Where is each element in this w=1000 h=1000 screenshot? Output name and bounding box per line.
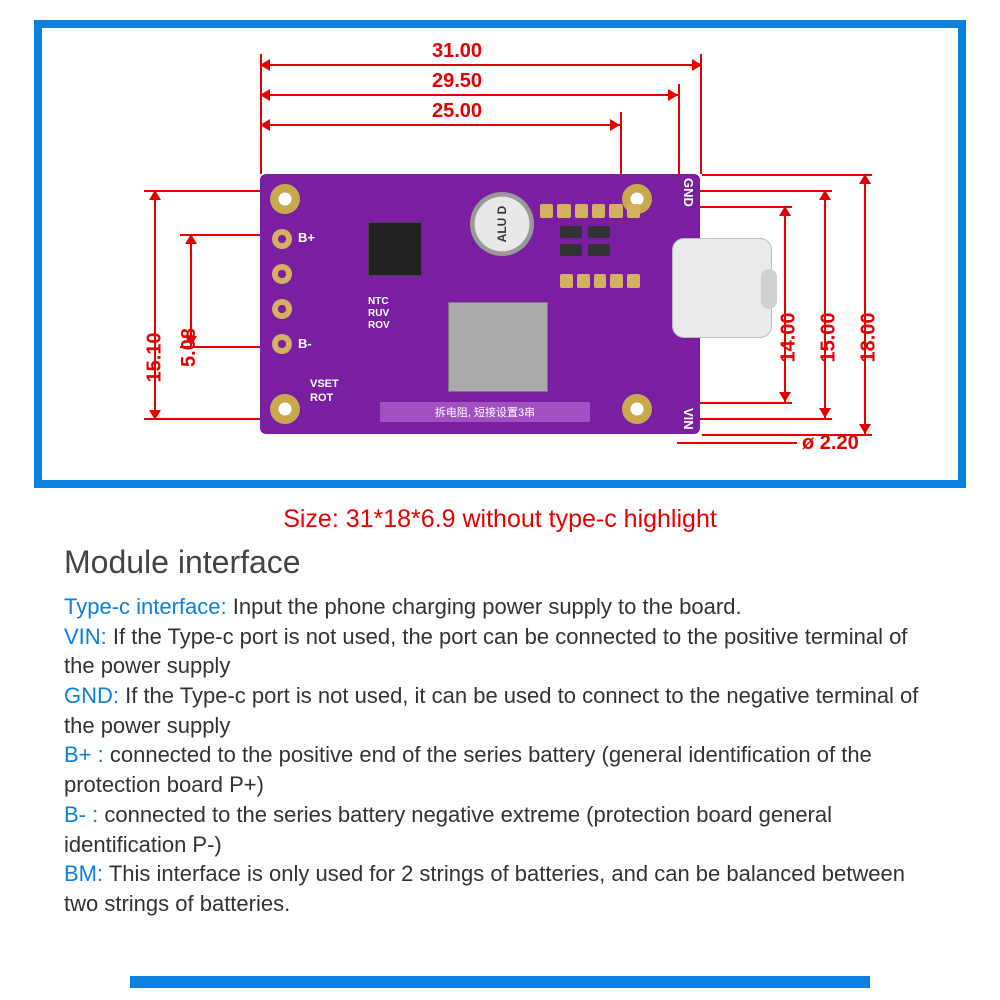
- smd-component: [560, 244, 582, 256]
- interface-desc: This interface is only used for 2 string…: [64, 861, 905, 916]
- hole-leader: [677, 442, 797, 444]
- inductor: [448, 302, 548, 392]
- interface-desc: connected to the positive end of the ser…: [64, 742, 872, 797]
- interface-entry: VIN: If the Type-c port is not used, the…: [64, 622, 944, 681]
- capacitor: ALU D: [470, 192, 534, 256]
- interface-term: VIN:: [64, 624, 107, 649]
- interface-term: B- :: [64, 802, 98, 827]
- dim-height-left-inner: 5.08: [178, 328, 201, 367]
- dim-line-width-outer: [260, 64, 702, 66]
- diagram-frame: 31.00 29.50 25.00 15.10 5.08 1: [34, 20, 966, 488]
- interface-entry: BM: This interface is only used for 2 st…: [64, 859, 944, 918]
- dim-width-outer: 31.00: [432, 40, 482, 63]
- dim-line-h-right-inner: [784, 206, 786, 402]
- dim-hole-dia: ø 2.20: [802, 432, 859, 455]
- ext-line: [620, 112, 622, 176]
- ic-chip: [368, 222, 422, 276]
- interface-desc: If the Type-c port is not used, the port…: [64, 624, 907, 679]
- ext-line: [682, 190, 832, 192]
- solder-pad: [272, 229, 292, 249]
- interface-entry: GND: If the Type-c port is not used, it …: [64, 681, 944, 740]
- solder-pad: [272, 334, 292, 354]
- pcb-label-bminus: B-: [298, 336, 312, 351]
- dim-width-mid: 29.50: [432, 70, 482, 93]
- interface-entry: B+ : connected to the positive end of th…: [64, 740, 944, 799]
- smd-pads: [560, 274, 640, 288]
- pcb-label-ruv: RUV: [368, 308, 389, 319]
- interface-term: Type-c interface:: [64, 594, 227, 619]
- pcb-label-ntc: NTC: [368, 296, 389, 307]
- ext-line: [702, 174, 872, 176]
- decorative-bottom-bar: [130, 976, 870, 988]
- usb-c-connector: [672, 238, 772, 338]
- interface-term: GND:: [64, 683, 119, 708]
- pcb-label-vset: VSET: [310, 378, 339, 390]
- interface-term: B+ :: [64, 742, 104, 767]
- mounting-hole: [270, 184, 300, 214]
- ext-line: [678, 84, 680, 176]
- interface-list: Type-c interface: Input the phone chargi…: [64, 592, 944, 919]
- dim-height-right-inner: 14.00: [778, 312, 801, 362]
- ext-line: [682, 418, 832, 420]
- interface-desc: Input the phone charging power supply to…: [227, 594, 742, 619]
- interface-desc: If the Type-c port is not used, it can b…: [64, 683, 918, 738]
- interface-desc: connected to the series battery negative…: [64, 802, 832, 857]
- pcb-label-vin: VIN: [681, 408, 696, 430]
- dim-line-h-right-mid: [824, 190, 826, 418]
- dim-line-width-mid: [260, 94, 678, 96]
- smd-component: [588, 226, 610, 238]
- interface-entry: Type-c interface: Input the phone chargi…: [64, 592, 944, 622]
- pcb-diagram-area: 31.00 29.50 25.00 15.10 5.08 1: [82, 46, 918, 464]
- smd-component: [588, 244, 610, 256]
- pcb-board: B+ B- VSET ROT NTC RUV ROV GND VIN ALU D…: [260, 174, 700, 434]
- page-root: 31.00 29.50 25.00 15.10 5.08 1: [0, 0, 1000, 1000]
- smd-component: [560, 226, 582, 238]
- ext-line: [144, 418, 264, 420]
- dim-width-inner: 25.00: [432, 100, 482, 123]
- dim-height-left-outer: 15.10: [144, 332, 167, 382]
- ext-line: [700, 54, 702, 174]
- mounting-hole: [622, 394, 652, 424]
- smd-pads: [540, 204, 640, 218]
- interface-term: BM:: [64, 861, 103, 886]
- pcb-label-gnd: GND: [681, 178, 696, 207]
- pcb-silkscreen-text: 拆电阻, 短接设置3串: [380, 402, 590, 422]
- solder-pad: [272, 264, 292, 284]
- mounting-hole: [270, 394, 300, 424]
- dim-line-h-right-outer: [864, 174, 866, 434]
- ext-line: [144, 190, 264, 192]
- interface-entry: B- : connected to the series battery neg…: [64, 800, 944, 859]
- solder-pad: [272, 299, 292, 319]
- pcb-label-bplus: B+: [298, 230, 315, 245]
- pcb-label-rov: ROV: [368, 320, 390, 331]
- dim-line-width-inner: [260, 124, 620, 126]
- dim-height-right-outer: 18.00: [858, 312, 881, 362]
- section-title: Module interface: [64, 544, 301, 581]
- pcb-label-rot: ROT: [310, 392, 333, 404]
- ext-line: [260, 54, 262, 174]
- dim-line-height-left-outer: [154, 190, 156, 420]
- dim-height-right-mid: 15.00: [818, 312, 841, 362]
- size-caption: Size: 31*18*6.9 without type-c highlight: [0, 505, 1000, 534]
